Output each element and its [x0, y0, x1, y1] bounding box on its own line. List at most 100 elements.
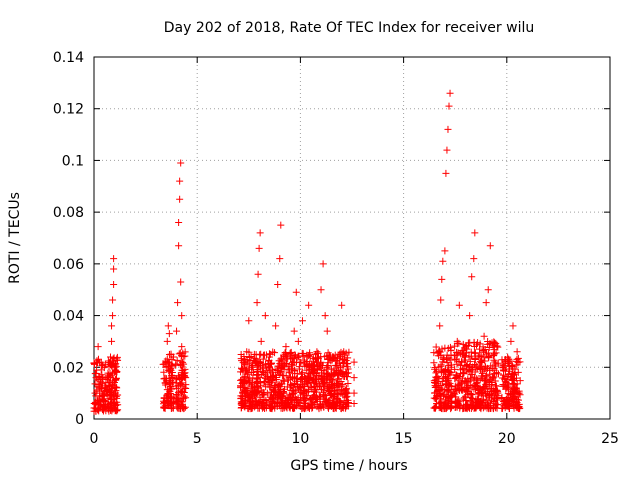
data-point — [268, 397, 276, 405]
x-tick-label: 10 — [291, 431, 309, 447]
data-point — [256, 229, 264, 237]
data-point — [442, 373, 450, 381]
data-point — [473, 399, 481, 407]
data-point — [250, 356, 258, 364]
data-point — [457, 379, 465, 387]
data-point — [476, 360, 484, 368]
data-point — [261, 378, 269, 386]
data-point — [342, 368, 350, 376]
data-point — [98, 406, 106, 414]
data-point — [453, 382, 461, 390]
data-point — [340, 348, 348, 356]
data-point — [471, 368, 479, 376]
data-point — [460, 394, 468, 402]
data-point — [475, 345, 483, 353]
data-point — [254, 378, 262, 386]
data-point — [457, 358, 465, 366]
data-point — [101, 361, 109, 369]
data-point — [439, 368, 447, 376]
y-tick-label: 0.14 — [53, 50, 84, 66]
data-point — [259, 368, 267, 376]
data-point — [289, 390, 297, 398]
data-point — [105, 381, 113, 389]
data-point — [451, 365, 459, 373]
data-point — [318, 378, 326, 386]
data-point — [436, 322, 444, 330]
data-point — [431, 389, 439, 397]
data-point — [276, 255, 284, 263]
data-point — [512, 389, 520, 397]
data-point — [335, 380, 343, 388]
data-point — [343, 399, 351, 407]
data-point — [279, 392, 287, 400]
data-point — [277, 221, 285, 229]
data-point — [435, 377, 443, 385]
data-point — [179, 388, 187, 396]
y-tick-label: 0.06 — [53, 257, 84, 273]
data-point — [453, 351, 461, 359]
data-point — [470, 255, 478, 263]
data-point — [454, 385, 462, 393]
data-point — [492, 382, 500, 390]
data-point — [293, 396, 301, 404]
data-point — [334, 394, 342, 402]
data-point — [174, 397, 182, 405]
data-point — [253, 380, 261, 388]
data-point — [327, 403, 335, 411]
data-point — [481, 382, 489, 390]
data-point — [111, 389, 119, 397]
data-point — [299, 390, 307, 398]
data-point — [507, 337, 515, 345]
data-point — [176, 380, 184, 388]
data-point — [324, 362, 332, 370]
data-point — [511, 386, 519, 394]
data-point — [313, 366, 321, 374]
data-point — [433, 349, 441, 357]
data-point — [433, 399, 441, 407]
data-point — [333, 354, 341, 362]
data-point — [492, 394, 500, 402]
data-point — [516, 377, 524, 385]
data-point — [443, 376, 451, 384]
data-point — [430, 359, 438, 367]
data-point — [250, 350, 258, 358]
data-point — [264, 360, 272, 368]
y-tick-label: 0.1 — [62, 153, 84, 169]
data-point — [260, 396, 268, 404]
data-point — [283, 383, 291, 391]
grid-lines — [94, 57, 610, 419]
data-point — [276, 402, 284, 410]
data-point — [339, 381, 347, 389]
data-point — [320, 369, 328, 377]
data-point — [292, 358, 300, 366]
data-point — [462, 353, 470, 361]
data-point — [276, 386, 284, 394]
y-tick-label: 0.12 — [53, 102, 84, 118]
data-point — [168, 368, 176, 376]
data-point — [110, 391, 118, 399]
data-point — [343, 373, 351, 381]
data-point — [433, 367, 441, 375]
data-point — [468, 383, 476, 391]
data-point — [476, 384, 484, 392]
data-point — [292, 288, 300, 296]
data-point — [454, 374, 462, 382]
data-point — [487, 404, 495, 412]
data-point — [169, 353, 177, 361]
data-point — [308, 394, 316, 402]
plot-frame — [93, 56, 611, 420]
data-point — [336, 398, 344, 406]
data-point — [307, 394, 315, 402]
data-point — [241, 397, 249, 405]
data-point — [257, 337, 265, 345]
data-point — [327, 391, 335, 399]
data-point — [262, 402, 270, 410]
data-point — [249, 363, 257, 371]
data-point — [321, 353, 329, 361]
data-point — [442, 398, 450, 406]
data-point — [455, 401, 463, 409]
data-point — [294, 337, 302, 345]
data-point — [272, 322, 280, 330]
data-point — [482, 299, 490, 307]
